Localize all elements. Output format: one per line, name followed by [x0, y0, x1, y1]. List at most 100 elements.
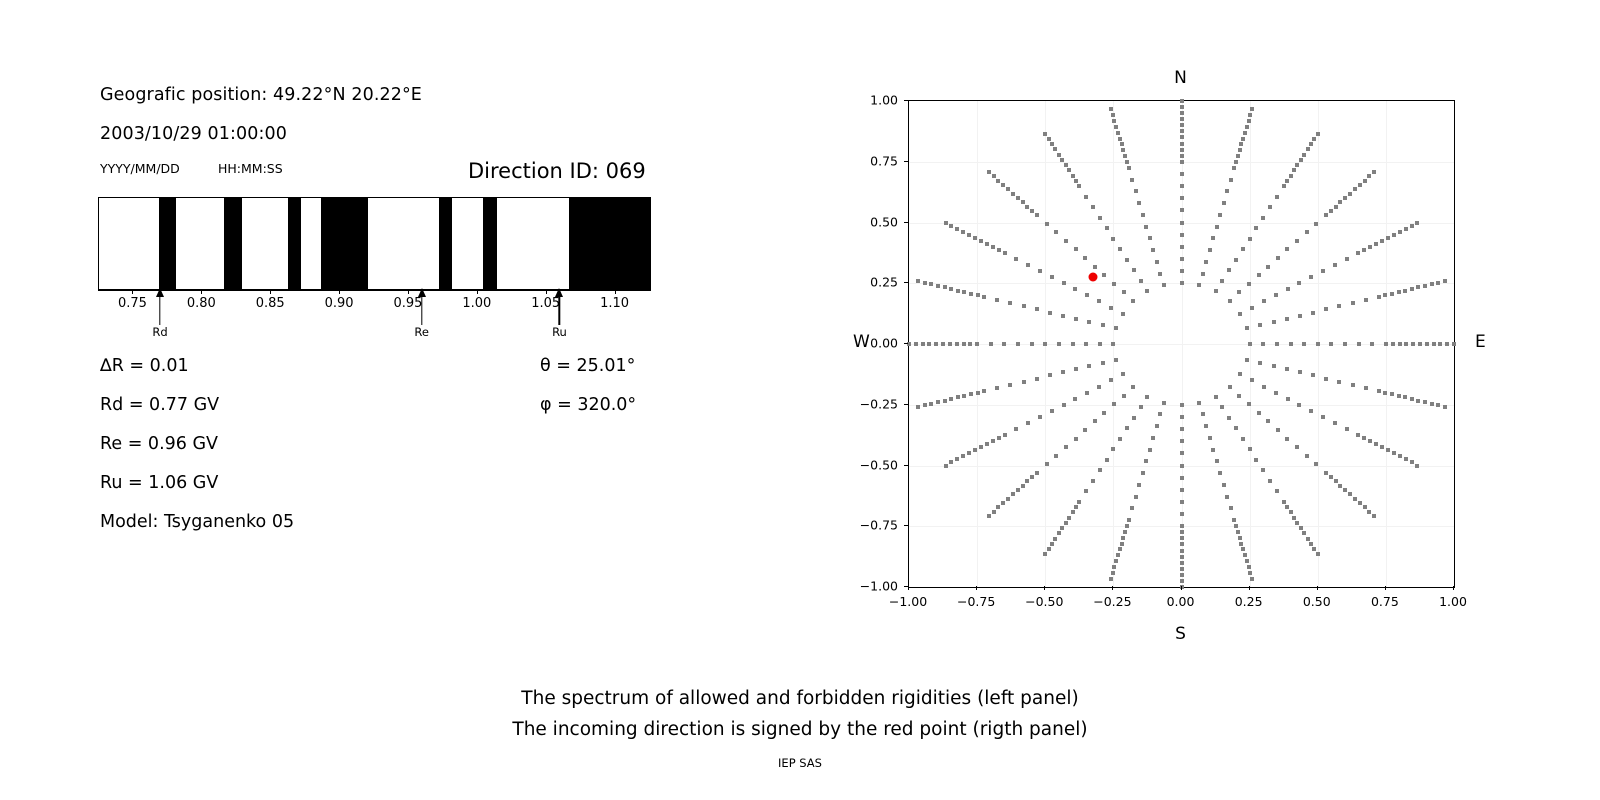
direction-dot: [1362, 247, 1367, 252]
direction-dot: [996, 505, 1001, 510]
direction-dot: [1063, 520, 1068, 525]
direction-dot: [1111, 236, 1116, 241]
direction-dot: [1207, 248, 1212, 253]
direction-dot: [1137, 201, 1142, 206]
direction-dot: [1179, 572, 1184, 577]
direction-dot: [1266, 264, 1271, 269]
direction-dot: [1297, 313, 1302, 318]
direction-dot: [1309, 275, 1314, 280]
direction-dot: [1232, 165, 1237, 170]
direction-dot: [1256, 273, 1261, 278]
direction-dot: [1302, 152, 1307, 157]
direction-dot: [916, 279, 921, 284]
direction-dot: [1144, 224, 1149, 229]
direction-dot: [1001, 183, 1006, 188]
direction-dot: [1179, 281, 1184, 286]
compass-label-east: E: [1475, 332, 1486, 352]
direction-dot: [986, 513, 991, 518]
direction-dot: [1385, 235, 1390, 240]
direction-dot: [1363, 297, 1368, 302]
direction-dot: [1241, 136, 1246, 141]
direction-dot: [1125, 257, 1129, 262]
direction-dot: [995, 297, 1000, 302]
direction-dot: [1119, 142, 1124, 147]
direction-dot: [1403, 288, 1408, 293]
direction-dot: [1295, 238, 1300, 243]
direction-dot: [1179, 548, 1184, 553]
direction-dot: [1179, 427, 1184, 432]
direction-dot: [1131, 384, 1136, 389]
direction-dot: [1117, 136, 1122, 141]
y-tick-label: 0.25: [870, 274, 898, 290]
compass-label-west: W: [853, 332, 870, 352]
direction-dot: [961, 454, 966, 459]
direction-dot: [1154, 424, 1159, 429]
y-tick-label: −0.75: [859, 517, 898, 533]
x-tick-mark: [908, 586, 909, 590]
direction-dot: [1314, 221, 1319, 226]
direction-dot: [967, 232, 972, 237]
direction-dot: [1302, 531, 1307, 536]
direction-dot: [1008, 382, 1013, 387]
direction-dot: [1046, 547, 1051, 552]
direction-dot: [1131, 415, 1136, 420]
direction-dot: [1133, 494, 1138, 499]
direction-dot: [1054, 453, 1059, 458]
direction-dot: [1403, 457, 1408, 462]
x-tick-mark: [1180, 586, 1182, 590]
direction-dot: [1409, 460, 1414, 465]
direction-dot: [954, 342, 959, 346]
direction-dot: [1232, 518, 1237, 523]
direction-dot: [1112, 402, 1117, 407]
direction-dot: [975, 390, 980, 395]
direction-dot: [1308, 541, 1313, 546]
direction-dot: [986, 170, 991, 175]
forbidden-band: [158, 198, 177, 289]
direction-dot: [1356, 342, 1361, 346]
marker-stem: [558, 289, 561, 325]
direction-dot: [922, 403, 927, 408]
direction-dot: [1092, 264, 1097, 269]
direction-dot: [1332, 263, 1337, 268]
forbidden-band: [320, 198, 368, 289]
direction-dot: [1246, 564, 1251, 569]
direction-dot: [1085, 293, 1090, 298]
direction-dot: [978, 445, 983, 450]
direction-dot: [988, 342, 993, 346]
direction-dot: [1237, 535, 1242, 540]
rigidity-tick-label: 0.80: [186, 296, 216, 311]
rigidity-tick: [201, 290, 203, 294]
rigidity-tick-label: 0.85: [255, 296, 285, 311]
direction-dot: [990, 439, 995, 444]
direction-dot: [1312, 547, 1317, 552]
polar-plot-frame: [907, 99, 1456, 589]
direction-dot: [1234, 523, 1239, 528]
direction-dot: [1329, 342, 1334, 346]
direction-dot: [955, 457, 960, 462]
direction-dot: [941, 342, 946, 346]
direction-dot: [949, 286, 954, 291]
direction-dot: [1104, 457, 1109, 462]
direction-dot: [1200, 271, 1205, 276]
direction-dot: [1063, 163, 1068, 168]
direction-dot: [1431, 342, 1436, 346]
direction-dot: [1110, 570, 1115, 575]
y-tick-mark: [904, 221, 908, 223]
direction-dot: [1403, 395, 1408, 400]
direction-dot: [1305, 147, 1310, 152]
direction-dot: [1179, 244, 1184, 249]
direction-dot: [1245, 357, 1250, 362]
direction-dot: [1362, 436, 1367, 441]
direction-dot: [1111, 342, 1116, 346]
direction-dot: [1151, 248, 1156, 253]
direction-dot: [1074, 367, 1079, 372]
direction-dot: [1002, 342, 1007, 346]
direction-dot: [1298, 157, 1303, 162]
direction-dot: [1397, 454, 1402, 459]
direction-dot: [1234, 160, 1239, 165]
y-tick-mark: [904, 343, 908, 344]
direction-dot: [1083, 427, 1088, 432]
direction-dot: [1235, 154, 1240, 159]
direction-dot: [1250, 107, 1255, 112]
direction-dot: [1312, 136, 1317, 141]
